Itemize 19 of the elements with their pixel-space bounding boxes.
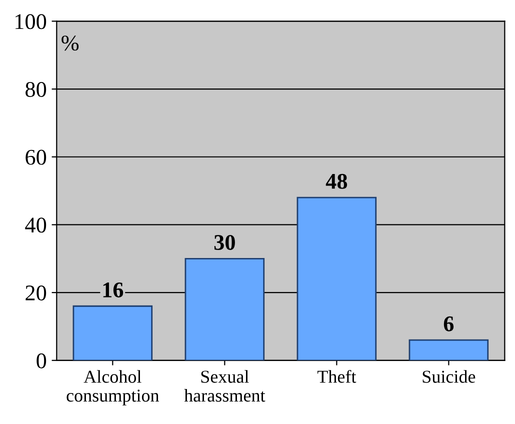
x-tick-label: Suicide <box>422 370 476 383</box>
bar <box>184 258 265 360</box>
y-tick-label: 80 <box>26 82 46 97</box>
y-tick-label: 0 <box>36 353 46 368</box>
bar <box>296 196 377 360</box>
data-label: 48 <box>326 174 348 189</box>
x-tick-label: Theft <box>317 370 356 383</box>
bar <box>72 305 153 360</box>
y-tick-label: 20 <box>26 285 46 300</box>
data-label: 6 <box>444 316 454 332</box>
bar <box>408 339 489 360</box>
y-axis-title: % <box>62 36 79 51</box>
data-label: 16 <box>103 282 124 298</box>
x-tick-label: Alcohol consumption <box>66 370 160 406</box>
y-tick-label: 100 <box>16 14 46 30</box>
y-tick-label: 60 <box>26 150 46 165</box>
data-label: 30 <box>214 234 235 250</box>
y-tick-label: 40 <box>25 218 46 233</box>
x-tick-label: Sexual harassment <box>184 370 266 402</box>
